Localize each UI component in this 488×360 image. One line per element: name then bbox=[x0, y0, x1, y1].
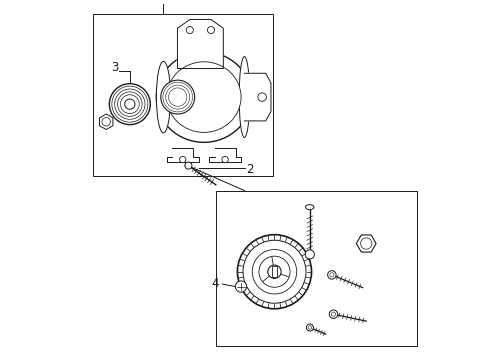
Circle shape bbox=[186, 27, 193, 33]
Circle shape bbox=[237, 235, 311, 309]
Circle shape bbox=[327, 271, 335, 279]
Ellipse shape bbox=[161, 80, 194, 114]
Bar bbox=[93, 14, 272, 176]
Text: 3: 3 bbox=[111, 61, 118, 74]
Ellipse shape bbox=[239, 57, 249, 138]
Ellipse shape bbox=[305, 205, 313, 210]
Text: 4: 4 bbox=[211, 277, 219, 290]
Polygon shape bbox=[177, 19, 223, 68]
Circle shape bbox=[184, 162, 191, 169]
Ellipse shape bbox=[156, 61, 170, 133]
Circle shape bbox=[109, 84, 150, 125]
Ellipse shape bbox=[166, 62, 241, 132]
Bar bbox=[216, 190, 417, 346]
Circle shape bbox=[179, 156, 185, 163]
Circle shape bbox=[235, 281, 246, 292]
Circle shape bbox=[259, 256, 289, 287]
Circle shape bbox=[328, 310, 337, 318]
Circle shape bbox=[257, 93, 266, 101]
Circle shape bbox=[124, 99, 135, 109]
Circle shape bbox=[222, 156, 228, 163]
Circle shape bbox=[243, 240, 305, 303]
Polygon shape bbox=[166, 148, 198, 162]
Circle shape bbox=[267, 265, 281, 278]
Ellipse shape bbox=[156, 52, 251, 142]
Circle shape bbox=[207, 27, 214, 33]
Bar bbox=[272, 266, 276, 277]
Circle shape bbox=[252, 249, 296, 294]
Text: 2: 2 bbox=[246, 163, 253, 176]
Polygon shape bbox=[244, 73, 270, 121]
Circle shape bbox=[306, 324, 313, 331]
Polygon shape bbox=[209, 148, 241, 162]
Circle shape bbox=[305, 250, 314, 259]
